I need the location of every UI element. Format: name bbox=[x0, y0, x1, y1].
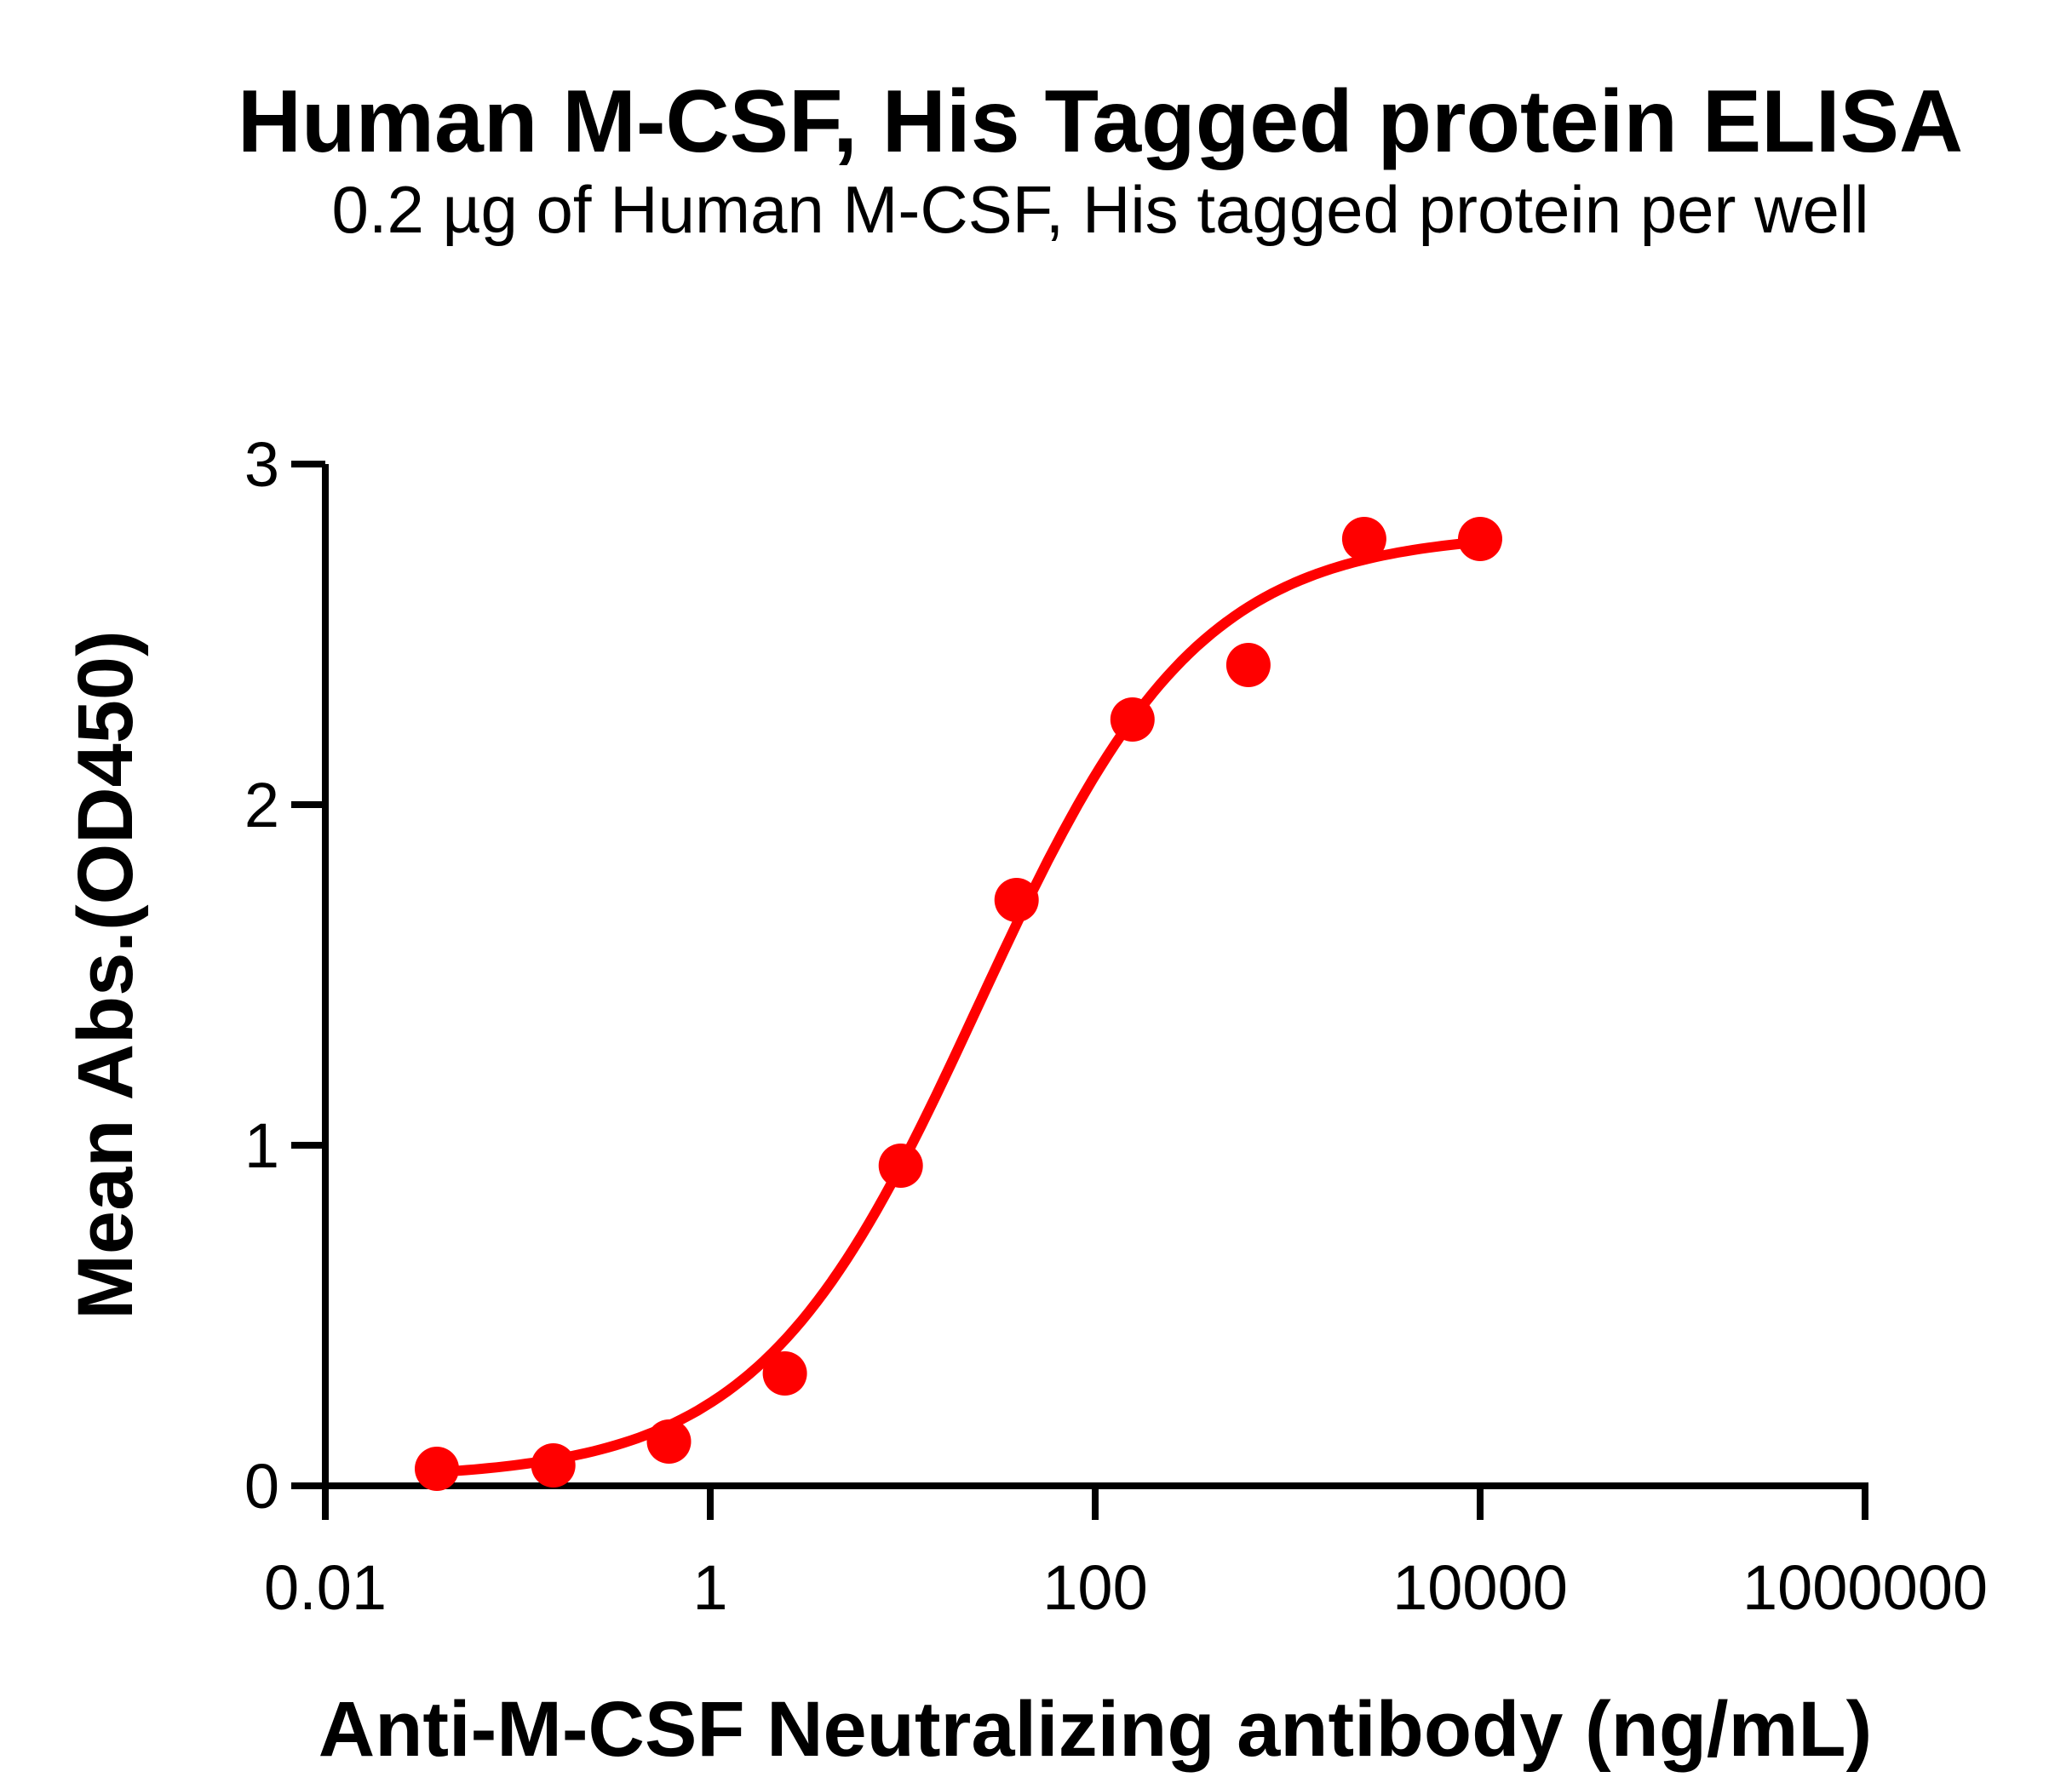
chart-subtitle: 0.2 µg of Human M-CSF, His tagged protei… bbox=[331, 172, 1868, 247]
y-tick-label: 2 bbox=[244, 770, 279, 840]
y-axis-title: Mean Abs.(OD450) bbox=[62, 630, 149, 1319]
x-tick-label: 100 bbox=[1042, 1552, 1147, 1623]
data-point bbox=[531, 1443, 576, 1488]
data-point bbox=[415, 1447, 459, 1491]
y-tick-label: 3 bbox=[244, 429, 279, 500]
x-tick-label: 10000 bbox=[1392, 1552, 1568, 1623]
data-point bbox=[1225, 643, 1271, 687]
data-point bbox=[994, 878, 1039, 922]
fit-curve bbox=[432, 536, 1485, 1477]
data-points bbox=[415, 517, 1502, 1491]
x-tick-label: 1 bbox=[692, 1552, 727, 1623]
y-tick-label: 1 bbox=[244, 1110, 279, 1181]
x-axis-title: Anti-M-CSF Neutralizing antibody (ng/mL) bbox=[319, 1686, 1872, 1773]
data-point bbox=[646, 1419, 692, 1464]
data-point bbox=[1341, 517, 1386, 561]
x-tick-label: 1000000 bbox=[1742, 1552, 1988, 1623]
data-point bbox=[1110, 697, 1155, 742]
chart-title: Human M-CSF, His Tagged protein ELISA bbox=[238, 72, 1963, 171]
data-point bbox=[762, 1351, 807, 1396]
y-tick-label: 0 bbox=[244, 1451, 279, 1522]
x-tick-label: 0.01 bbox=[264, 1552, 387, 1623]
data-point bbox=[1458, 517, 1502, 561]
fit-curve-path bbox=[432, 536, 1485, 1477]
data-point bbox=[878, 1144, 923, 1188]
axes: 0 1 2 3 0.01 1 100 10000 1000000 bbox=[244, 429, 1988, 1623]
